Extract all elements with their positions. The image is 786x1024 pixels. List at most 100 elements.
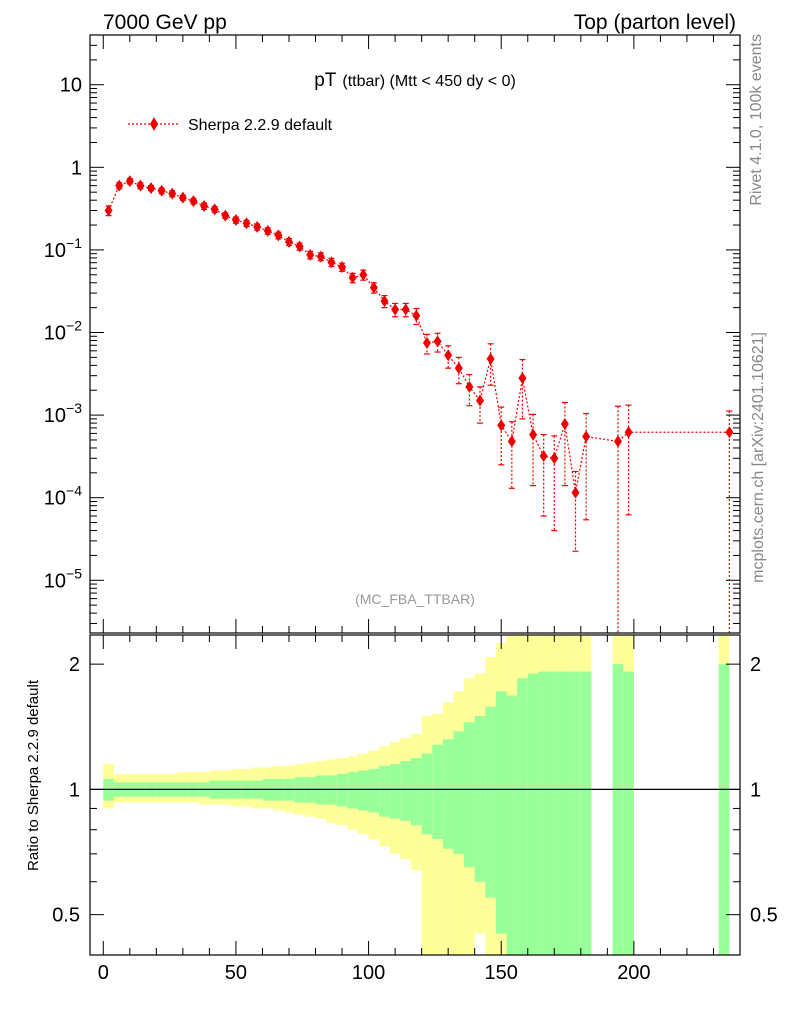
ratio-inner-band [464,722,475,868]
data-point [104,204,113,217]
ratio-inner-band [495,691,507,934]
ratio-y-tick-label: 2 [750,654,761,676]
ratio-inner-band [453,731,465,854]
y-tick-label: 10−5 [44,565,82,592]
rivet-label: Rivet 4.1.0, 100k events [748,34,765,206]
y-tick-label-exp: −5 [66,565,82,581]
data-point [147,182,156,195]
legend-marker [150,117,158,131]
ratio-y-tick-label: 0.5 [750,905,778,927]
data-point [401,303,410,316]
data-point [391,303,400,316]
ratio-inner-band [357,770,369,811]
x-tick-label: 200 [617,962,650,984]
data-point [210,203,219,216]
data-point [529,428,538,441]
data-point [412,309,421,322]
ratio-inner-band [580,671,592,955]
ratio-inner-band [548,671,560,955]
data-point [242,217,251,230]
data-point [624,426,633,439]
mcplots-label: mcplots.cern.ch [arXiv:2401.10621] [750,332,767,583]
ratio-inner-band [421,753,433,835]
data-point [539,449,548,462]
data-point [115,179,124,192]
y-tick-label-exp: −1 [66,235,82,251]
data-point [422,336,431,349]
data-point [476,394,484,407]
data-point [465,380,474,393]
y-tick-label: 10−2 [44,318,82,345]
data-point [497,419,506,432]
ratio-inner-band [718,664,730,955]
main-title-main: pT [314,70,337,91]
ratio-inner-band [400,761,412,821]
ratio-inner-band [336,773,348,807]
y-tick-label-base: 10 [44,405,66,427]
y-tick-label-base: 1 [71,157,82,179]
y-tick-label-base: 10 [44,488,66,510]
data-point [263,224,272,237]
data-point [518,372,527,385]
y-tick-label-base: 10 [60,75,82,97]
data-point [306,248,315,261]
data-point [613,435,622,448]
main-title-suffix: (ttbar) (Mtt < 450 dy < 0) [342,73,515,90]
ratio-inner-band [570,671,581,955]
ratio-inner-band [517,678,528,955]
ratio-inner-band [442,739,454,849]
data-series [104,175,734,633]
series-line [108,180,730,493]
analysis-annotation: (MC_FBA_TTBAR) [355,591,475,607]
ratio-inner-band [485,706,496,898]
y-tick-label-base: 10 [44,570,66,592]
ratio-inner-band [474,716,486,882]
data-point [369,281,378,294]
data-point [348,271,357,284]
ratio-inner-band [623,671,634,955]
data-point [157,184,166,197]
data-point [560,418,569,431]
data-point [507,435,516,448]
main-title: pT (ttbar) (Mtt < 450 dy < 0) [314,70,516,91]
header-left: 7000 GeV pp [103,11,227,34]
data-point [380,295,389,308]
data-point [433,335,442,348]
ratio-inner-band [432,744,443,840]
data-point [200,200,209,213]
y-tick-label: 10 [60,75,82,97]
data-point [571,486,580,499]
legend-label: Sherpa 2.2.9 default [188,117,333,134]
ratio-ylabel: Ratio to Sherpa 2.2.9 default [25,679,42,871]
data-point [178,191,187,204]
y-tick-label-base: 10 [44,323,66,345]
y-tick-label-base: 10 [44,240,66,262]
x-tick-label: 150 [485,962,518,984]
data-point [136,179,145,192]
ratio-outer-band [421,716,433,955]
y-tick-label: 10−1 [44,235,82,262]
data-point [316,250,325,263]
y-tick-label-exp: −4 [66,483,82,499]
y-tick-label: 10−3 [44,400,82,427]
ratio-panel-frame [89,634,741,956]
main-panel-frame [89,34,741,634]
ratio-inner-band [506,695,518,955]
ratio-inner-band [347,772,358,809]
ratio-y-tick-label: 0.5 [52,905,80,927]
y-tick-label-exp: −3 [66,400,82,416]
data-point [582,430,591,443]
data-point [274,229,283,242]
data-point [221,209,230,222]
ratio-y-tick-label: 2 [69,654,80,676]
ratio-inner-band [411,757,422,826]
x-tick-label: 100 [352,962,385,984]
ratio-inner-band [559,671,571,955]
data-point [338,261,347,274]
data-point [725,426,734,439]
data-point [125,175,134,188]
x-tick-label: 50 [225,962,247,984]
y-tick-label: 10−4 [44,483,82,510]
